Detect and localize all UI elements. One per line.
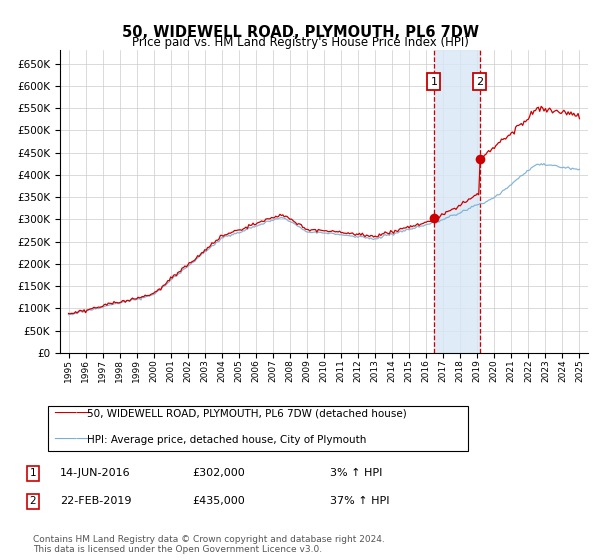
Text: Price paid vs. HM Land Registry's House Price Index (HPI): Price paid vs. HM Land Registry's House … [131,36,469,49]
Text: 3% ↑ HPI: 3% ↑ HPI [330,468,382,478]
Text: 2: 2 [29,496,37,506]
Text: 1: 1 [29,468,37,478]
Bar [434,50,479,353]
Text: 50, WIDEWELL ROAD, PLYMOUTH, PL6 7DW (detached house): 50, WIDEWELL ROAD, PLYMOUTH, PL6 7DW (de… [87,409,407,419]
Text: 22-FEB-2019: 22-FEB-2019 [60,496,131,506]
Text: £435,000: £435,000 [192,496,245,506]
Text: 1: 1 [430,77,437,87]
Text: £302,000: £302,000 [192,468,245,478]
Text: 37% ↑ HPI: 37% ↑ HPI [330,496,389,506]
Text: ─────: ───── [54,433,91,446]
Text: 50, WIDEWELL ROAD, PLYMOUTH, PL6 7DW: 50, WIDEWELL ROAD, PLYMOUTH, PL6 7DW [121,25,479,40]
Text: ─────: ───── [54,407,91,421]
Text: Contains HM Land Registry data © Crown copyright and database right 2024.
This d: Contains HM Land Registry data © Crown c… [33,535,385,554]
Text: 2: 2 [476,77,483,87]
Text: HPI: Average price, detached house, City of Plymouth: HPI: Average price, detached house, City… [87,435,367,445]
Text: 14-JUN-2016: 14-JUN-2016 [60,468,131,478]
